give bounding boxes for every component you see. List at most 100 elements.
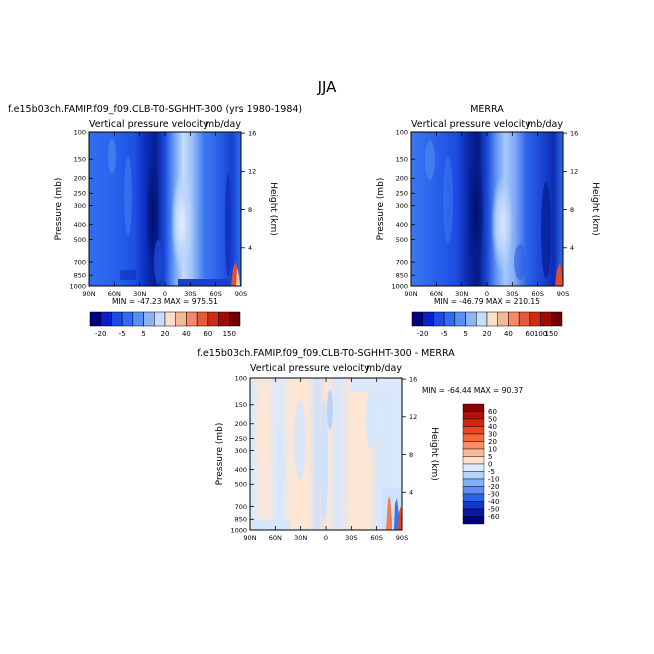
colorbar-box <box>462 411 485 420</box>
colorbar-label: -40 <box>488 498 499 506</box>
height-tick-label: 16 <box>248 129 256 137</box>
panel-diff-subtitle-left: Vertical pressure velocity <box>250 363 370 374</box>
y-tick-label: 100 <box>235 374 247 382</box>
colorbar-box <box>218 311 230 327</box>
colorbar-box <box>529 311 541 327</box>
y-tick-label: 700 <box>74 258 86 266</box>
colorbar-box <box>462 501 485 510</box>
panel-diff-subtitle-right: mb/day <box>366 363 402 374</box>
colorbar-box <box>508 311 520 327</box>
y-tick-label: 300 <box>74 202 86 210</box>
panel-model-ylabel-right: Height (km) <box>268 182 278 236</box>
height-tick-label: 16 <box>409 375 417 383</box>
panel-model-axes: 90N 60N 30N 0 30S 60S 90S 100 150 200 250 300 400 500… <box>69 128 256 298</box>
panel-model-subtitle-right: mb/day <box>205 119 241 130</box>
height-tick-label: 16 <box>570 129 578 137</box>
colorbar-box <box>462 456 485 465</box>
colorbar-label: 30 <box>488 430 497 438</box>
y-tick-label: 150 <box>74 155 86 163</box>
panel-model: f.e15b03ch.FAMIP.f09_f09.CLB-T0-SGHHT-30… <box>8 104 302 338</box>
x-tick-label: 60S <box>370 534 382 542</box>
colorbar-label: 150 <box>223 330 236 338</box>
colorbar-box <box>486 311 498 327</box>
colorbar-label: -10 <box>488 475 499 483</box>
y-tick-label: 100 <box>74 128 86 136</box>
colorbar-label: -5 <box>441 330 448 338</box>
colorbar-label: 5 <box>463 330 467 338</box>
colorbar-label: 60 <box>525 330 534 338</box>
colorbar-label: -60 <box>488 513 499 521</box>
x-tick-label: 90S <box>396 534 408 542</box>
panel-merra-field <box>411 132 563 286</box>
colorbar-box <box>89 311 101 327</box>
y-tick-label: 300 <box>235 447 247 455</box>
colorbar-box <box>164 311 176 327</box>
colorbar-label: -5 <box>488 468 495 476</box>
colorbar-label: 150 <box>545 330 558 338</box>
colorbar-label: 40 <box>182 330 191 338</box>
colorbar-box <box>462 493 485 502</box>
colorbar-label: -30 <box>488 490 499 498</box>
colorbar-label: -20 <box>488 483 499 491</box>
colorbar-label: 60 <box>488 408 497 416</box>
panel-merra-subtitle-right: mb/day <box>527 119 563 130</box>
height-tick-label: 8 <box>570 206 574 214</box>
y-tick-label: 850 <box>74 271 86 279</box>
panel-merra-subtitle-left: Vertical pressure velocity <box>411 119 531 130</box>
colorbar-box <box>462 418 485 427</box>
season-title: JJA <box>317 78 338 96</box>
colorbar-box <box>196 311 209 327</box>
colorbar-label: 40 <box>504 330 513 338</box>
height-tick-label: 4 <box>248 244 252 252</box>
y-tick-label: 500 <box>396 236 408 244</box>
colorbar-label: 20 <box>483 330 492 338</box>
y-tick-label: 400 <box>235 466 247 474</box>
colorbar-box <box>207 311 219 327</box>
x-tick-label: 90N <box>243 534 256 542</box>
panel-model-field <box>89 132 241 286</box>
colorbar-box <box>454 311 466 327</box>
colorbar-label: -20 <box>417 330 428 338</box>
x-tick-label: 30N <box>133 290 146 298</box>
colorbar-box <box>462 463 485 472</box>
colorbar-box <box>462 426 485 435</box>
panel-model-stats: MIN = -47.23 MAX = 975.51 <box>112 297 218 306</box>
y-tick-label: 200 <box>235 420 247 428</box>
y-tick-label: 250 <box>74 190 86 198</box>
y-tick-label: 850 <box>396 271 408 279</box>
height-tick-label: 4 <box>570 244 574 252</box>
y-tick-label: 300 <box>396 202 408 210</box>
x-tick-label: 30N <box>455 290 468 298</box>
x-tick-label: 90N <box>404 290 417 298</box>
panel-model-title: f.e15b03ch.FAMIP.f09_f09.CLB-T0-SGHHT-30… <box>8 104 302 115</box>
y-tick-label: 250 <box>235 435 247 443</box>
x-tick-label: 0 <box>324 534 328 542</box>
panel-model-subtitle-left: Vertical pressure velocity <box>89 119 209 130</box>
y-tick-label: 200 <box>396 175 408 183</box>
x-tick-label: 60N <box>108 290 121 298</box>
colorbar-label: 20 <box>488 438 497 446</box>
colorbar-label: 100 <box>534 330 547 338</box>
colorbar-label: 50 <box>488 415 497 423</box>
y-tick-label: 850 <box>235 516 247 524</box>
colorbar-label: 40 <box>488 423 497 431</box>
colorbar-label: 0 <box>488 460 492 468</box>
y-tick-label: 500 <box>235 481 247 489</box>
x-tick-label: 90S <box>557 290 569 298</box>
colorbar-box <box>422 311 434 327</box>
colorbar-box <box>462 471 485 480</box>
panel-merra-title: MERRA <box>470 104 504 115</box>
colorbar-box <box>462 433 485 442</box>
x-tick-label: 30S <box>184 290 196 298</box>
panel-diff-ylabel-right: Height (km) <box>429 427 439 481</box>
y-tick-label: 1000 <box>69 282 86 290</box>
panel-merra-stats: MIN = -46.79 MAX = 210.15 <box>434 297 540 306</box>
colorbar-box <box>433 311 445 327</box>
height-tick-label: 4 <box>409 489 413 497</box>
height-tick-label: 12 <box>248 168 256 176</box>
colorbar-box <box>465 311 477 327</box>
colorbar-box <box>443 311 456 327</box>
